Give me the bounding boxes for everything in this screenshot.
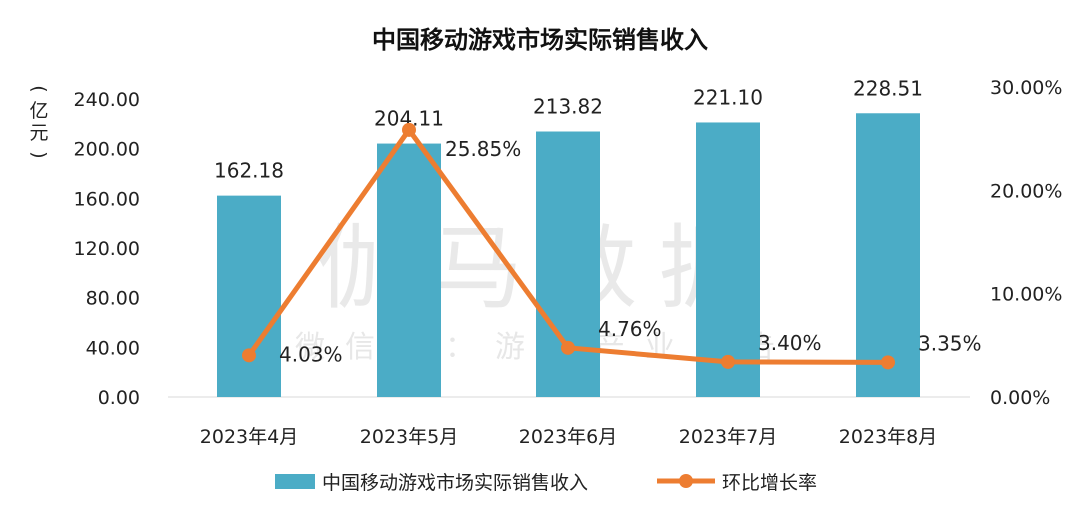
y-left-tick-label: 80.00 bbox=[86, 288, 140, 310]
growth-rate-label: 3.35% bbox=[918, 331, 982, 355]
y-left-tick-label: 120.00 bbox=[74, 238, 140, 260]
growth-rate-point bbox=[561, 340, 575, 355]
growth-rate-point bbox=[402, 122, 416, 137]
y-axis-unit-char: 亿 bbox=[29, 100, 49, 122]
chart-title: 中国移动游戏市场实际销售收入 bbox=[372, 26, 708, 54]
bar-value-label: 162.18 bbox=[214, 159, 284, 183]
growth-rate-point bbox=[242, 348, 256, 363]
y-right-tick-label: 0.00% bbox=[990, 387, 1050, 409]
growth-rate-label: 4.03% bbox=[279, 342, 343, 366]
x-tick-label: 2023年4月 bbox=[200, 426, 298, 448]
y-left-tick-label: 0.00 bbox=[98, 387, 140, 409]
y-left-tick-label: 200.00 bbox=[74, 139, 140, 161]
y-right-tick-label: 10.00% bbox=[990, 284, 1062, 306]
y-right-tick-label: 30.00% bbox=[990, 77, 1062, 99]
x-tick-label: 2023年6月 bbox=[519, 426, 617, 448]
bar bbox=[536, 131, 600, 397]
y-axis-unit-char: 元 bbox=[29, 122, 49, 144]
bar bbox=[696, 122, 760, 397]
bar bbox=[377, 143, 441, 397]
y-left-tick-label: 240.00 bbox=[74, 89, 140, 111]
x-tick-label: 2023年8月 bbox=[839, 426, 937, 448]
y-left-tick-label: 40.00 bbox=[86, 337, 140, 359]
x-tick-label: 2023年5月 bbox=[360, 426, 458, 448]
y-left-tick-label: 160.00 bbox=[74, 188, 140, 210]
x-tick-label: 2023年7月 bbox=[679, 426, 777, 448]
growth-rate-point bbox=[881, 355, 895, 370]
legend-swatch-bar bbox=[275, 474, 315, 489]
legend-label-bar: 中国移动游戏市场实际销售收入 bbox=[322, 472, 588, 494]
bar bbox=[856, 113, 920, 397]
bar-value-label: 228.51 bbox=[853, 76, 923, 100]
growth-rate-label: 3.40% bbox=[758, 331, 822, 355]
legend-swatch-marker bbox=[679, 474, 693, 488]
legend-label-line: 环比增长率 bbox=[722, 472, 817, 494]
y-axis-unit-label: (亿元) bbox=[28, 78, 50, 166]
y-right-tick-label: 20.00% bbox=[990, 180, 1062, 202]
bar-value-label: 213.82 bbox=[533, 95, 603, 119]
growth-rate-label: 4.76% bbox=[598, 317, 662, 341]
bar-value-label: 221.10 bbox=[693, 85, 763, 109]
growth-rate-point bbox=[721, 354, 735, 369]
growth-rate-label: 25.85% bbox=[445, 137, 521, 161]
bar bbox=[217, 195, 281, 397]
